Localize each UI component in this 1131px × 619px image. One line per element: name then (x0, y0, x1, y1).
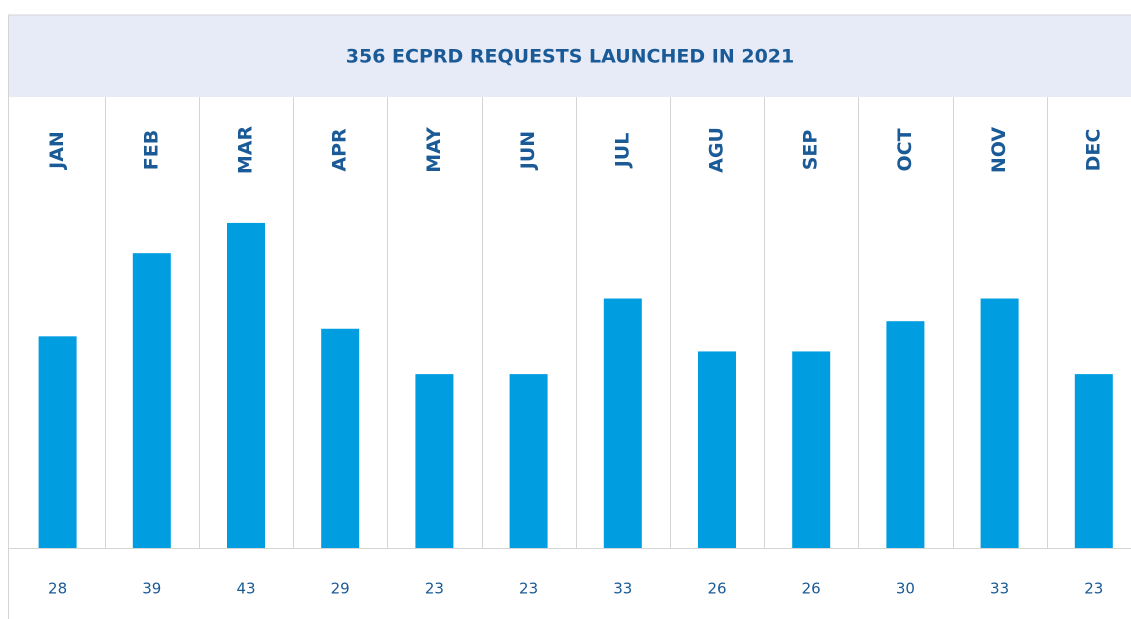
bar (792, 351, 831, 548)
category-label: NOV (988, 127, 1010, 174)
bar (415, 374, 454, 548)
value-label: 26 (802, 580, 821, 598)
bar (603, 298, 642, 548)
value-label: 29 (331, 580, 350, 598)
bar (980, 298, 1019, 548)
category-label: AGU (706, 127, 728, 173)
category-label: OCT (894, 128, 916, 171)
value-label: 30 (896, 580, 915, 598)
category-label: MAY (423, 127, 445, 173)
value-label: 23 (1084, 580, 1103, 598)
value-label: 39 (142, 580, 161, 598)
value-label: 26 (707, 580, 726, 598)
category-label: JUN (517, 131, 539, 171)
chart-title: 356 ECPRD REQUESTS LAUNCHED IN 2021 (346, 46, 795, 68)
category-label: APR (329, 128, 351, 172)
bar (886, 321, 925, 548)
bar (227, 222, 265, 549)
bar (38, 336, 77, 548)
value-label: 28 (48, 580, 67, 598)
category-label: JUL (611, 133, 633, 170)
category-label: DEC (1082, 129, 1104, 172)
category-label: JAN (46, 131, 68, 171)
bar (1074, 374, 1113, 548)
value-label: 43 (236, 580, 255, 598)
bar (698, 351, 736, 548)
category-label: MAR (235, 126, 257, 175)
category-label: FEB (140, 130, 162, 170)
category-label: SEP (800, 130, 822, 171)
value-label: 33 (990, 580, 1009, 598)
bar (509, 374, 548, 548)
bar (132, 253, 171, 548)
value-label: 23 (425, 580, 444, 598)
value-label: 23 (519, 580, 538, 598)
header-band (8, 15, 1131, 97)
bar (321, 328, 360, 548)
value-label: 33 (613, 580, 632, 598)
